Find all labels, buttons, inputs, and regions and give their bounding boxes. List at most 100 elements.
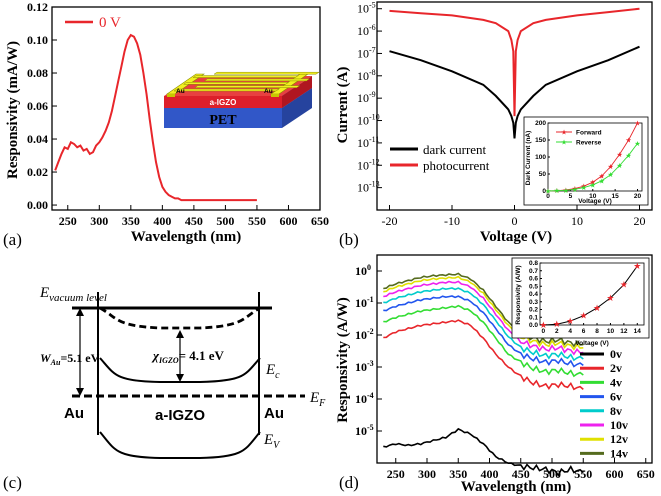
- chart-d-inset-ytick-label: 0.6: [529, 276, 538, 283]
- chart-b-inset-point: ★: [599, 173, 605, 181]
- chart-b-inset-point: ★: [545, 188, 551, 196]
- chart-d-inset-xtick-label: 10: [607, 328, 615, 335]
- chart-d-legend-label: 10v: [610, 418, 628, 432]
- chart-b-inset-series-reverse: [547, 143, 638, 192]
- chi-arrow-head-bottom: [176, 374, 184, 382]
- chart-b-inset-legend-marker: ★: [561, 139, 567, 147]
- chart-d-ylabel: Responsivity (A/W): [335, 297, 351, 422]
- chart-d-series-2v: [383, 319, 584, 391]
- svg-text:Ec: Ec: [265, 362, 280, 381]
- chart-b-inset-legend-label: Reverse: [576, 140, 602, 147]
- chart-a-ytick-label: 0.06: [27, 99, 48, 113]
- chart-d-inset-point: ★: [566, 317, 574, 327]
- chart-d-xtick-label: 250: [387, 467, 405, 481]
- chi-value: = 4.1 eV: [179, 348, 225, 363]
- chart-d-inset-ytick-label: 0.2: [529, 307, 538, 314]
- chart-a-xtick-label: 450: [185, 214, 203, 228]
- chart-d-xtick-label: 350: [449, 467, 467, 481]
- chart-b-inset-point: ★: [572, 186, 578, 194]
- chart-b-inset-point: ★: [545, 188, 551, 196]
- ec-sub: c: [275, 370, 280, 381]
- chart-b-inset-ylabel: Dark Current (nA): [525, 131, 532, 186]
- device-au-right: Au: [264, 88, 273, 95]
- chi-sub: IGZO: [158, 356, 179, 365]
- panel-label-a: (a): [3, 230, 22, 249]
- chart-b-xtick-label: 20: [634, 214, 646, 228]
- chart-a: Wavelength (nm) Responsivity (mA/W) 250 3…: [5, 0, 329, 245]
- chart-b-inset-bg: [523, 116, 649, 206]
- chart-b-series-dark: [389, 45, 640, 139]
- chart-b-ylabel: Current (A): [335, 67, 351, 144]
- ev-label: E: [263, 432, 273, 448]
- chart-b-inset-ytick-label: 0: [542, 188, 546, 195]
- chart-b-inset-point: ★: [554, 187, 560, 195]
- chart-b-inset-point: ★: [554, 187, 560, 195]
- chart-b-inset-point: ★: [590, 181, 596, 189]
- valence-band: [99, 431, 261, 459]
- ef-sub: F: [318, 398, 326, 409]
- au-finger: [173, 88, 280, 92]
- chart-a-ytick-label: 0.00: [27, 198, 48, 212]
- svg-text:EF: EF: [309, 390, 326, 409]
- chart-d-inset-line: [543, 265, 638, 326]
- chart-d-inset-xtick-label: 4: [568, 328, 572, 335]
- chart-d-series-12v: [383, 275, 584, 351]
- chart-a-series-0v: [54, 33, 257, 202]
- au-left-label: Au: [64, 405, 84, 422]
- chart-d: Wavelength (nm) Responsivity (A/W) 250 30…: [335, 254, 655, 495]
- au-right-label: Au: [264, 405, 284, 422]
- band-diagram: Evacuum level WAu=5.1 eV χIGZO= 4.1 eV E…: [39, 285, 326, 459]
- chart-d-series-8v: [383, 287, 584, 362]
- chart-b-inset-ytick-label: 100: [535, 154, 546, 161]
- chart-a-ylabel: Responsivity (mA/W): [5, 41, 21, 179]
- chart-d-inset-ytick-label: 0.1: [529, 314, 538, 321]
- igzo-side: [282, 76, 312, 108]
- chart-d-series-0v: [383, 427, 584, 477]
- ev-sub: V: [273, 440, 281, 451]
- chart-d-xtick-label: 450: [512, 467, 530, 481]
- igzo-front: [164, 96, 282, 108]
- chi-label: χ: [151, 348, 160, 363]
- device-inset: Au Au a-IGZO PET: [164, 71, 320, 128]
- chart-d-frame: [376, 254, 653, 464]
- device-igzo-label: a-IGZO: [210, 98, 237, 107]
- chart-d-legend-label: 0v: [610, 347, 622, 361]
- chart-a-ytick-label: 0.12: [27, 0, 48, 14]
- chart-b-inset-xtick-label: 20: [634, 193, 642, 200]
- au-finger: [213, 71, 320, 75]
- chart-b: Voltage (V) Current (A) -20 -10 0 10 20 10-13…: [335, 1, 653, 245]
- pet-front: [164, 108, 282, 128]
- chart-a-frame: [51, 6, 321, 211]
- chart-a-xtick-label: 400: [153, 214, 171, 228]
- chart-d-ytick-label: 10-1: [355, 295, 374, 310]
- chart-a-ytick-label: 0.10: [27, 33, 48, 47]
- chart-d-inset-xtick-label: 2: [555, 328, 559, 335]
- chart-d-inset-xlabel: Voltage (V): [575, 340, 608, 347]
- au-finger: [203, 78, 311, 82]
- chart-b-inset-point: ★: [599, 177, 605, 185]
- chart-d-inset-point: ★: [593, 304, 601, 314]
- au-finger: [192, 75, 300, 78]
- chart-d-inset-xtick-label: 6: [582, 328, 586, 335]
- wau-arrow-head-bottom: [76, 388, 84, 396]
- chart-b-inset-xlabel: Voltage (V): [578, 198, 611, 205]
- chart-d-xtick-label: 300: [418, 467, 436, 481]
- device-pet-label: PET: [209, 113, 237, 128]
- chart-d-inset-xtick-label: 14: [634, 328, 642, 335]
- chart-d-ytick-label: 10-2: [355, 327, 374, 342]
- svg-text:χIGZO= 4.1 eV: χIGZO= 4.1 eV: [151, 348, 225, 365]
- wau-label: W: [40, 351, 52, 365]
- chart-d-inset-point: ★: [633, 262, 641, 272]
- chart-b-inset-point: ★: [625, 137, 631, 145]
- chart-b-inset-point: ★: [608, 163, 614, 171]
- wau-value: =5.1 eV: [60, 351, 99, 365]
- wau-arrow-head-top: [76, 308, 84, 316]
- chart-d-xtick-label: 400: [481, 467, 499, 481]
- chart-a-xtick-label: 500: [216, 214, 234, 228]
- chart-b-ytick-label: 10-6: [357, 23, 376, 38]
- chart-d-legend-label: 14v: [610, 446, 628, 460]
- chart-b-legend-dark: dark current: [423, 142, 487, 157]
- chart-d-inset-point: ★: [580, 312, 588, 322]
- ef-label: E: [309, 390, 319, 406]
